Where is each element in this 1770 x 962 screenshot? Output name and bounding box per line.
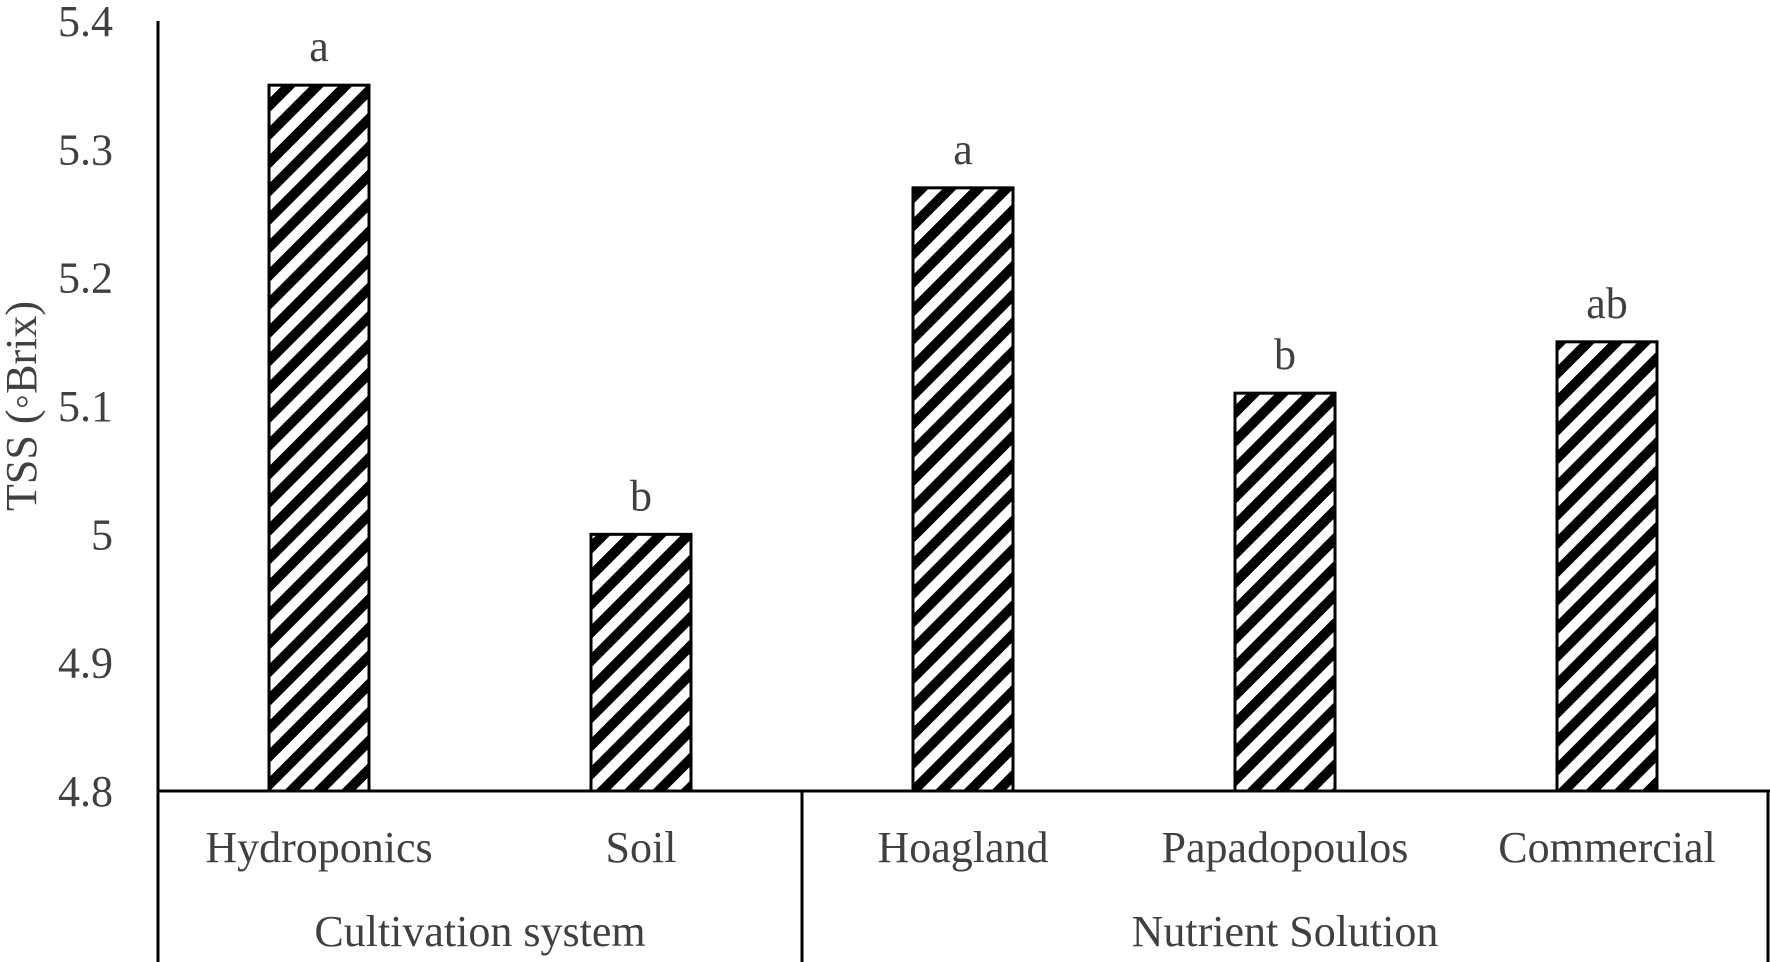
y-tick-label: 5.4	[58, 0, 113, 46]
category-label: Soil	[606, 823, 677, 872]
y-tick-label: 5	[91, 510, 113, 559]
significance-letter: ab	[1586, 279, 1628, 328]
y-tick-label: 5.1	[58, 382, 113, 431]
significance-letter: a	[309, 22, 329, 71]
significance-letter: b	[1274, 330, 1296, 379]
axes	[156, 21, 1770, 962]
bar-papadopoulos	[1233, 391, 1337, 793]
category-label: Hoagland	[877, 823, 1048, 872]
bars	[267, 83, 1659, 793]
bar-soil	[589, 532, 693, 793]
y-tick-label: 5.3	[58, 125, 113, 174]
y-tick-label: 4.8	[58, 767, 113, 816]
category-label: Papadopoulos	[1162, 823, 1409, 872]
y-tick-labels: 4.8 4.9 5 5.1 5.2 5.3 5.4	[58, 0, 113, 816]
y-axis-label: TSS (◦Brix)	[0, 301, 46, 511]
group-label: Nutrient Solution	[1132, 907, 1439, 956]
bar-hoagland	[911, 186, 1015, 793]
category-label: Hydroponics	[205, 823, 432, 872]
group-labels: Cultivation system Nutrient Solution	[314, 907, 1438, 956]
significance-letter: a	[953, 125, 973, 174]
bar-commercial	[1555, 340, 1659, 793]
category-label: Commercial	[1498, 823, 1716, 872]
significance-letter: b	[630, 471, 652, 520]
category-labels: Hydroponics Soil Hoagland Papadopoulos Comme…	[205, 823, 1715, 872]
y-tick-label: 5.2	[58, 254, 113, 303]
group-label: Cultivation system	[314, 907, 645, 956]
y-tick-label: 4.9	[58, 639, 113, 688]
bar-hydroponics	[267, 83, 371, 793]
